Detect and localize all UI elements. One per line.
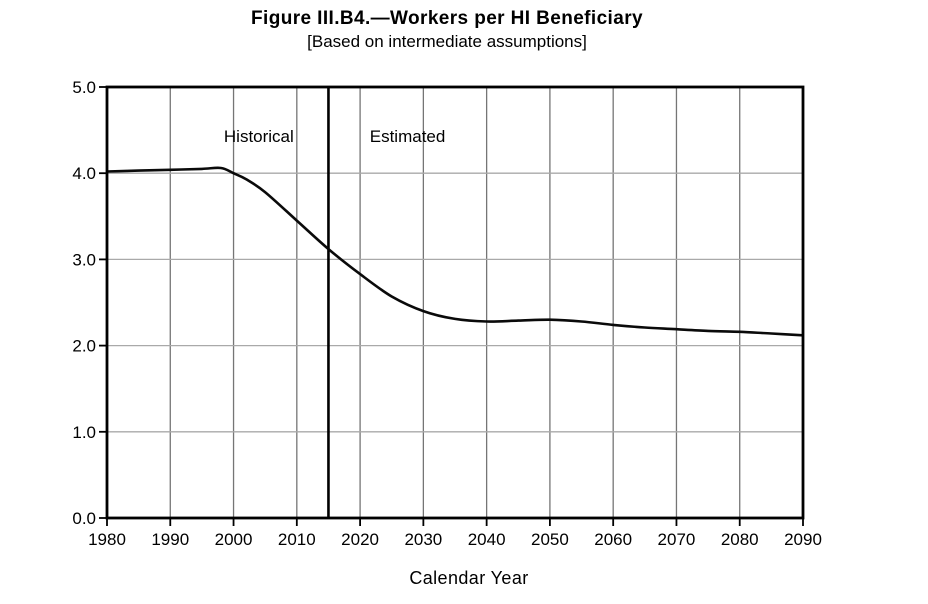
chart-title: Figure III.B4.—Workers per HI Beneficiar… [251, 8, 643, 29]
region-label: Estimated [370, 127, 446, 146]
chart-header: Figure III.B4.—Workers per HI Beneficiar… [0, 6, 894, 52]
x-tick-label: 2020 [341, 530, 379, 549]
x-tick-label: 2080 [721, 530, 759, 549]
chart-subtitle: [Based on intermediate assumptions] [307, 32, 587, 51]
x-tick-label: 1990 [151, 530, 189, 549]
y-tick-label: 5.0 [72, 78, 96, 97]
x-tick-label: 2010 [278, 530, 316, 549]
plot-frame [105, 85, 805, 520]
y-tick-label: 3.0 [72, 250, 96, 269]
region-label: Historical [224, 127, 294, 146]
x-axis-title: Calendar Year [409, 568, 529, 588]
x-tick-label: 2070 [658, 530, 696, 549]
series-line [106, 166, 804, 337]
x-tick-label: 2030 [404, 530, 442, 549]
y-tick-label: 4.0 [72, 164, 96, 183]
x-tick-label: 2050 [531, 530, 569, 549]
x-tick-label: 2040 [468, 530, 506, 549]
x-tick-label: 2000 [215, 530, 253, 549]
y-tick-label: 2.0 [72, 337, 96, 356]
y-tick-label: 0.0 [72, 509, 96, 528]
y-tick-label: 1.0 [72, 423, 96, 442]
x-tick-label: 1980 [88, 530, 126, 549]
x-tick-label: 2090 [784, 530, 822, 549]
x-tick-label: 2060 [594, 530, 632, 549]
